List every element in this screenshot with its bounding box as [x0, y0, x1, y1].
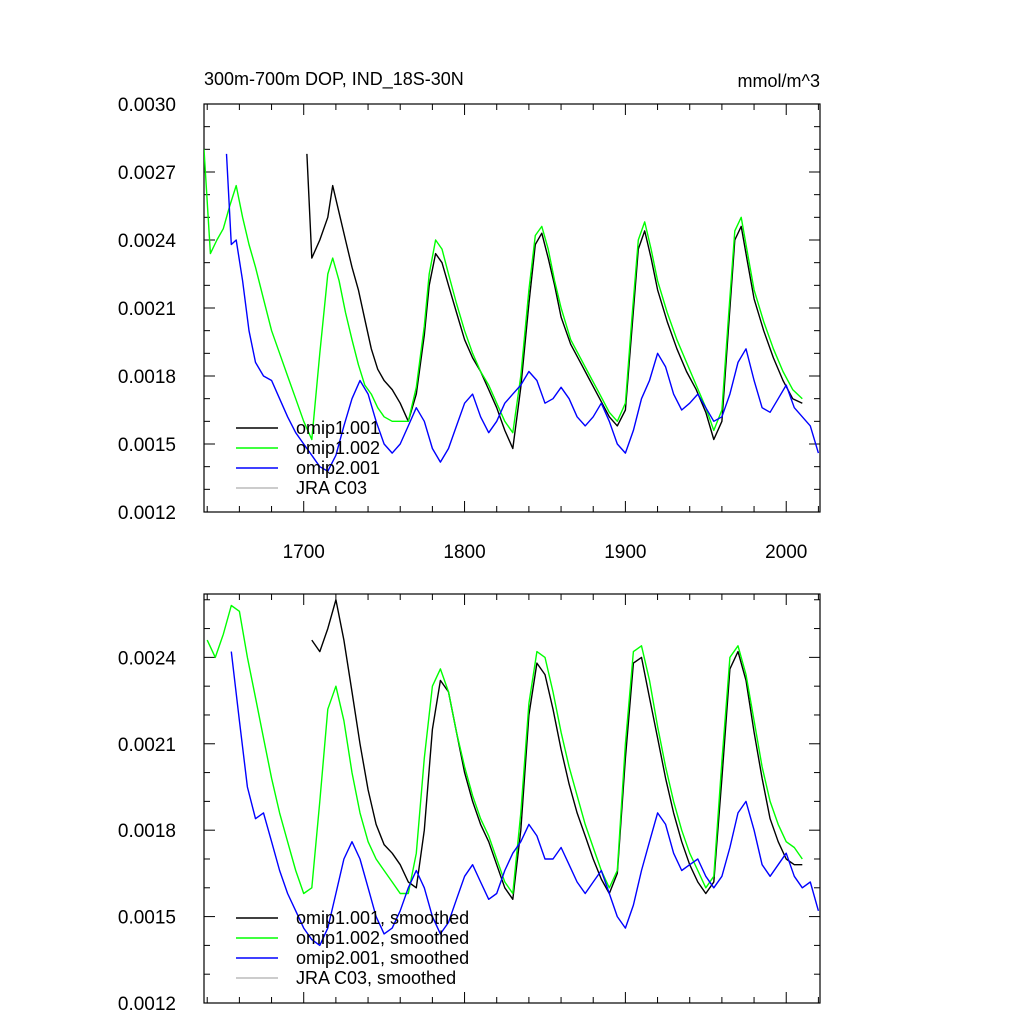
x-tick-label: 2000 — [765, 542, 807, 563]
legend-label: omip2.001 — [296, 458, 380, 478]
plot-frame — [203, 593, 821, 1004]
y-tick-label: 0.0012 — [118, 503, 176, 524]
y-tick-label: 0.0015 — [118, 435, 176, 456]
top-panel: 0.0012 0.0015 0.0018 0.0021 0.0024 0.0027 0.00… — [118, 95, 821, 563]
x-tick-label: 1700 — [283, 542, 325, 563]
legend-label: omip1.002 — [296, 438, 380, 458]
y-tick-label: 0.0024 — [118, 648, 177, 669]
series-line-omip1-001 — [311, 599, 803, 900]
y-tick-label: 0.0027 — [118, 163, 176, 184]
legend-label: JRA C03, smoothed — [296, 968, 456, 988]
y-tick-label: 0.0021 — [118, 299, 176, 320]
series-line-omip1-001 — [306, 153, 803, 450]
legend-label: omip2.001, smoothed — [296, 948, 469, 968]
y-tick-label: 0.0030 — [118, 95, 176, 116]
series-line-omip1-002 — [206, 604, 803, 895]
units-label: mmol/m^3 — [738, 71, 820, 91]
y-tick-label: 0.0012 — [118, 994, 176, 1015]
y-tick-label: 0.0015 — [118, 908, 176, 929]
series-line-omip2-001 — [225, 153, 820, 472]
series-line-omip2-001 — [230, 651, 820, 947]
y-tick-label: 0.0018 — [118, 821, 176, 842]
x-tick-label: 1800 — [443, 542, 485, 563]
y-tick-label: 0.0018 — [118, 367, 176, 388]
legend-label: omip1.002, smoothed — [296, 928, 469, 948]
bottom-panel: 0.0012 0.0015 0.0018 0.0021 0.0024 omip1.001,… — [118, 593, 821, 1015]
series-line-omip1-002 — [204, 149, 803, 441]
legend-label: omip1.001 — [296, 418, 380, 438]
x-tick-label: 1900 — [604, 542, 646, 563]
y-tick-label: 0.0024 — [118, 231, 177, 252]
legend-label: omip1.001, smoothed — [296, 908, 469, 928]
legend-label: JRA C03 — [296, 478, 367, 498]
chart-title: 300m-700m DOP, IND_18S-30N — [204, 69, 464, 90]
y-tick-label: 0.0021 — [118, 735, 176, 756]
